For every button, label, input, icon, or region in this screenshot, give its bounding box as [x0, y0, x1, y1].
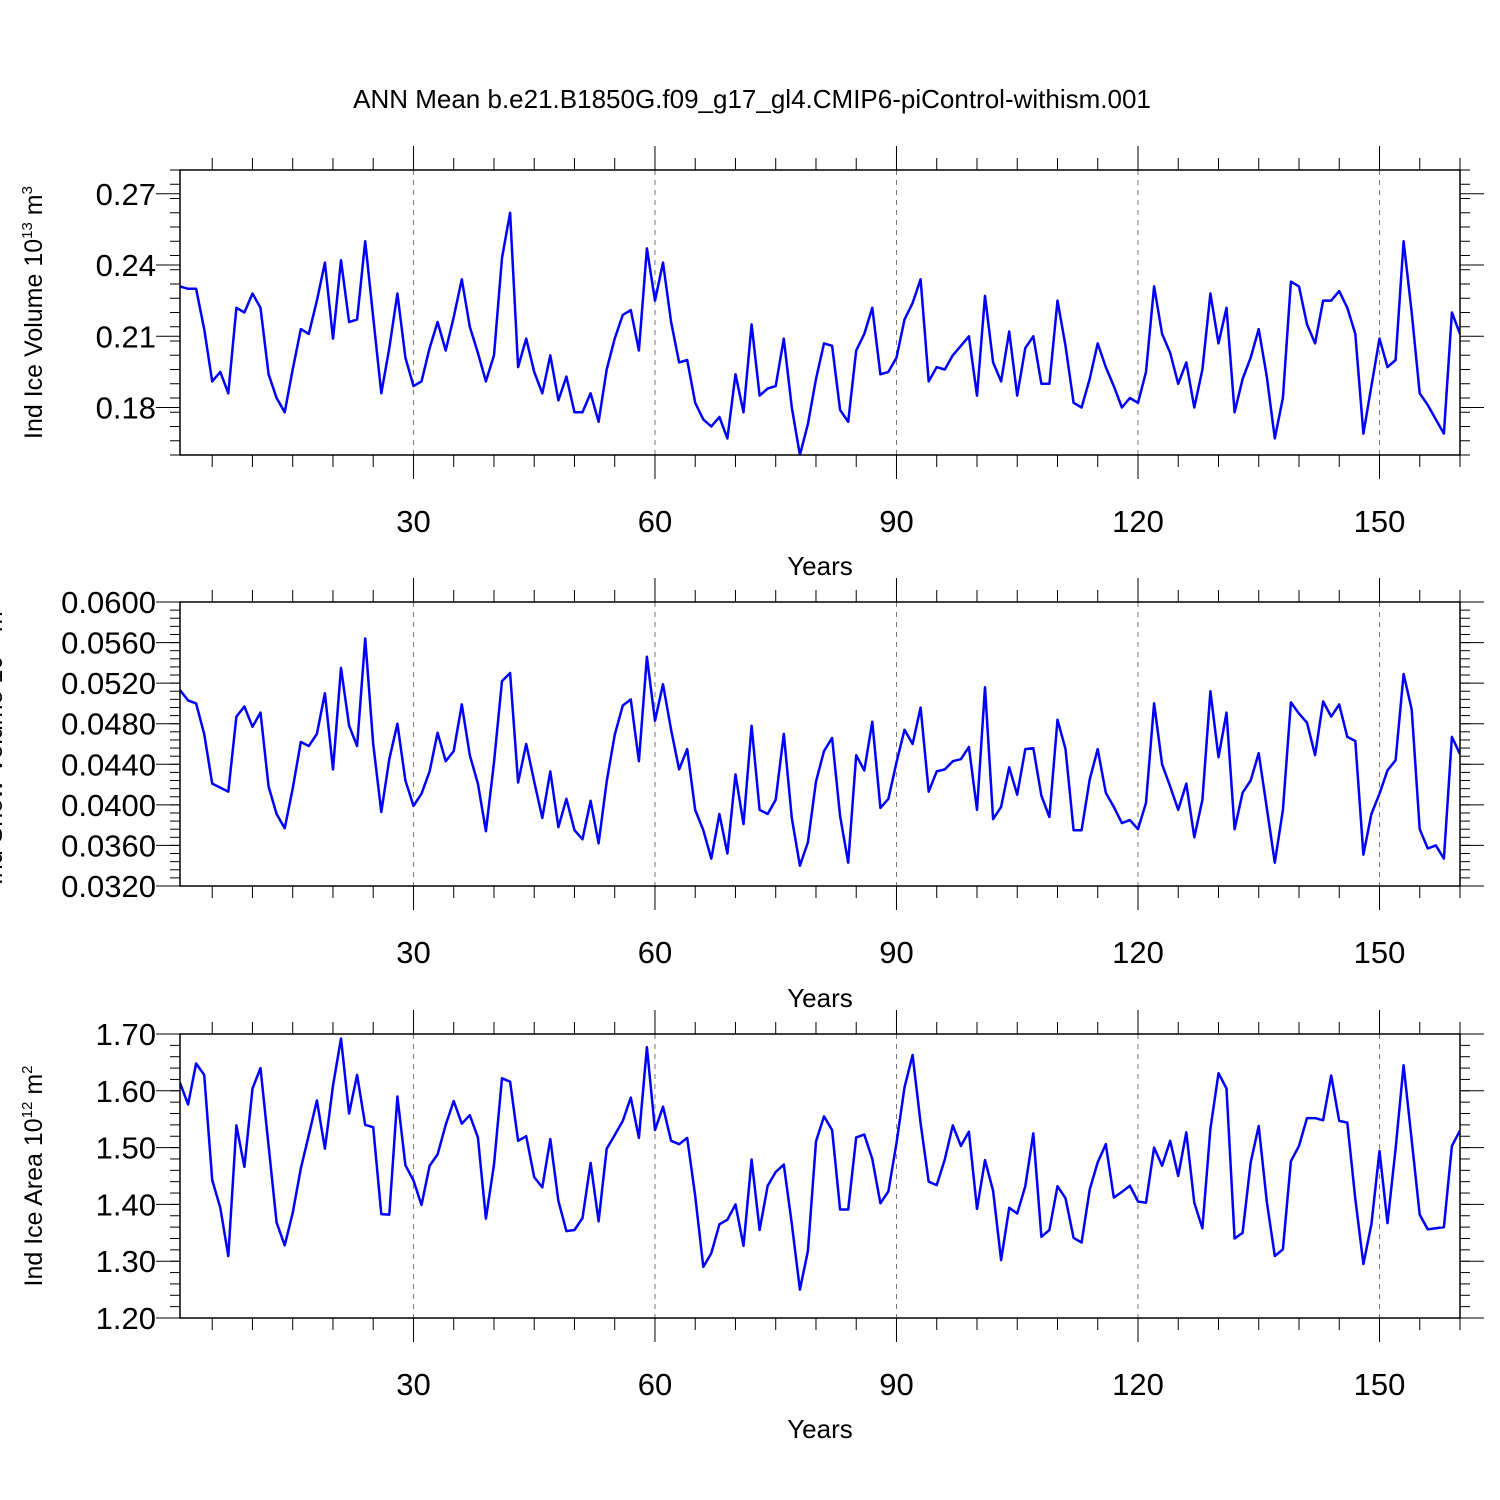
y-tick-label: 1.30: [96, 1244, 156, 1279]
y-axis-title: Ind Snow Volume 1013 m3: [0, 603, 8, 885]
x-tick-label: 60: [638, 935, 672, 970]
y-tick-label: 0.21: [96, 319, 156, 354]
y-tick-label: 1.50: [96, 1131, 156, 1166]
y-axis-title-unit: m: [20, 194, 48, 222]
x-tick-label: 60: [638, 504, 672, 539]
y-axis-title-unit: m: [0, 611, 8, 639]
x-tick-label: 30: [396, 935, 430, 970]
x-axis-title: Years: [787, 983, 853, 1013]
y-axis-title-exponent: 13: [19, 222, 36, 239]
y-axis-title-text: Ind Snow Volume 10: [0, 656, 8, 885]
y-axis-title-text: Ind Ice Area 10: [20, 1118, 48, 1286]
series-line: [180, 211, 1460, 455]
panel-2: 0.0320 0.0360 0.0400 0.0440 0.0480 0.0520 0.05…: [0, 578, 1484, 1013]
x-tick-label: 30: [396, 1367, 430, 1402]
y-tick-label: 1.40: [96, 1187, 156, 1222]
y-axis-title-text: Ind Ice Volume 10: [20, 239, 48, 439]
y-tick-label: 1.70: [96, 1017, 156, 1052]
x-tick-label: 90: [879, 1367, 913, 1402]
y-tick-label: 0.0400: [61, 788, 156, 823]
x-tick-label: 150: [1354, 504, 1406, 539]
y-axis-title-unit-exponent: 2: [19, 1066, 36, 1074]
y-tick-label: 0.27: [96, 177, 156, 212]
panel-1: 0.18 0.21 0.24 0.27 30 60 90 120 150 Years Ind Ice…: [19, 146, 1484, 581]
series-line: [180, 1037, 1460, 1291]
y-tick-label: 0.0520: [61, 666, 156, 701]
x-axis-title: Years: [787, 1414, 853, 1444]
x-axis-title: Years: [787, 551, 853, 581]
plot-frame: [179, 169, 1461, 456]
y-axis-title: Ind Ice Area 1012 m2: [19, 1066, 48, 1287]
x-tick-label: 90: [879, 504, 913, 539]
y-tick-label: 0.0360: [61, 828, 156, 863]
x-tick-label: 120: [1112, 1367, 1164, 1402]
y-tick-label: 0.0320: [61, 869, 156, 904]
series-line: [180, 637, 1460, 867]
y-tick-label: 1.60: [96, 1074, 156, 1109]
x-tick-label: 120: [1112, 935, 1164, 970]
plot-frame: [179, 1033, 1461, 1319]
y-axis-title-unit: m: [20, 1074, 48, 1102]
y-tick-label: 1.20: [96, 1301, 156, 1336]
x-tick-label: 120: [1112, 504, 1164, 539]
panel-3: 1.20 1.30 1.40 1.50 1.60 1.70 30 60 90 120 150 Year…: [19, 1010, 1484, 1444]
y-tick-label: 0.18: [96, 391, 156, 426]
x-tick-label: 90: [879, 935, 913, 970]
x-tick-label: 150: [1354, 935, 1406, 970]
y-axis-title-unit-exponent: 3: [19, 186, 36, 194]
figure-title: ANN Mean b.e21.B1850G.f09_g17_gl4.CMIP6-…: [353, 84, 1151, 114]
y-tick-label: 0.24: [96, 248, 156, 283]
y-axis-title: Ind Ice Volume 1013 m3: [19, 186, 48, 439]
plot-frame: [179, 601, 1461, 887]
x-tick-label: 60: [638, 1367, 672, 1402]
y-axis-title-exponent: 12: [19, 1102, 36, 1119]
x-tick-label: 150: [1354, 1367, 1406, 1402]
y-tick-label: 0.0480: [61, 707, 156, 742]
y-tick-label: 0.0560: [61, 626, 156, 661]
y-tick-label: 0.0600: [61, 585, 156, 620]
x-tick-label: 30: [396, 504, 430, 539]
y-tick-label: 0.0440: [61, 747, 156, 782]
